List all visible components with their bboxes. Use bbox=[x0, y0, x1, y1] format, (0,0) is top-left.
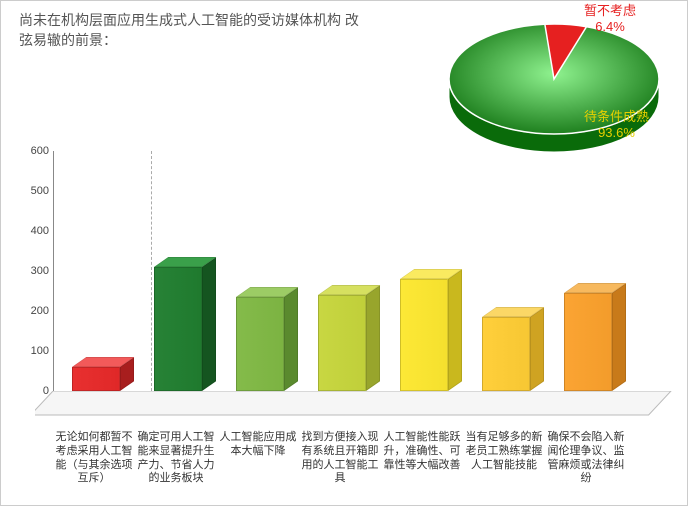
bar bbox=[318, 285, 380, 391]
bar bbox=[72, 357, 134, 391]
x-tick-label: 人工智能应用成本大幅下降 bbox=[217, 431, 299, 486]
bar bbox=[564, 283, 626, 391]
x-tick-label: 人工智能性能跃升，准确性、可靠性等大幅改善 bbox=[381, 431, 463, 486]
y-tick-label: 600 bbox=[31, 145, 49, 157]
x-axis-labels: 无论如何都暂不考虑采用人工智能（与其余选项互斥）确定可用人工智能来显著提升生产力… bbox=[53, 431, 671, 486]
bar-floor bbox=[53, 391, 671, 419]
pie-slice-label: 暂不考虑6.4% bbox=[584, 3, 636, 36]
y-tick-label: 300 bbox=[31, 265, 49, 277]
bar bbox=[400, 269, 462, 391]
pie-chart: 待条件成熟93.6%暂不考虑6.4% bbox=[439, 9, 669, 159]
bar bbox=[236, 287, 298, 391]
bar-group-divider bbox=[151, 151, 152, 391]
chart-title: 尚未在机构层面应用生成式人工智能的受访媒体机构 改弦易辙的前景： bbox=[19, 11, 359, 50]
bar-chart: 0100200300400500600 bbox=[19, 151, 671, 426]
y-tick-label: 200 bbox=[31, 305, 49, 317]
x-tick-label: 确定可用人工智能来显著提升生产力、节省人力的业务板块 bbox=[135, 431, 217, 486]
bar bbox=[154, 257, 216, 391]
x-tick-label: 确保不会陷入新闻伦理争议、监管麻烦或法律纠纷 bbox=[545, 431, 627, 486]
x-tick-label: 找到方便接入现有系统且开箱即用的人工智能工具 bbox=[299, 431, 381, 486]
y-tick-label: 500 bbox=[31, 185, 49, 197]
floor-svg bbox=[35, 391, 688, 421]
bar-plot bbox=[53, 151, 671, 391]
chart-container: 尚未在机构层面应用生成式人工智能的受访媒体机构 改弦易辙的前景： 待条件成熟93… bbox=[0, 0, 688, 506]
y-tick-label: 400 bbox=[31, 225, 49, 237]
pie-slice-label: 待条件成熟93.6% bbox=[584, 109, 649, 142]
y-axis: 0100200300400500600 bbox=[19, 151, 53, 391]
x-tick-label: 无论如何都暂不考虑采用人工智能（与其余选项互斥） bbox=[53, 431, 135, 486]
x-tick-label: 当有足够多的新老员工熟练掌握人工智能技能 bbox=[463, 431, 545, 486]
y-tick-label: 100 bbox=[31, 345, 49, 357]
bar bbox=[482, 307, 544, 391]
